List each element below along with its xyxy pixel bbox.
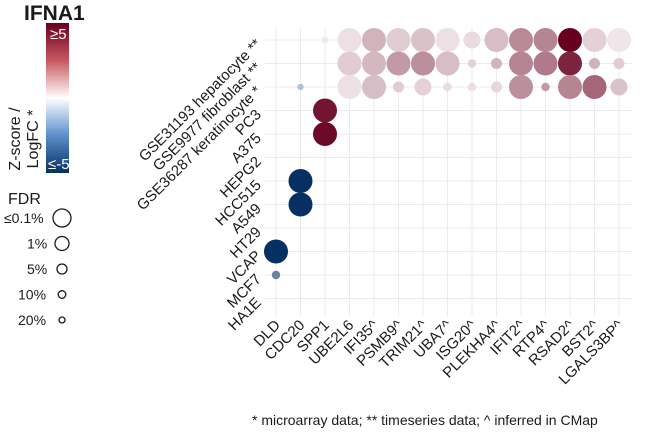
data-point (362, 51, 386, 76)
data-point (264, 239, 288, 264)
data-points (264, 28, 631, 280)
data-point (558, 75, 582, 99)
data-point (558, 28, 582, 52)
data-point (386, 28, 411, 52)
data-point (509, 28, 533, 52)
size-legend-label: 20% (18, 312, 46, 328)
data-point (463, 31, 481, 49)
data-point (414, 78, 432, 96)
size-legend-circle (57, 290, 67, 299)
size-legend-circle (52, 208, 72, 228)
size-legend-circle (54, 235, 70, 252)
data-point (393, 81, 404, 93)
data-point (607, 28, 631, 52)
data-point (313, 122, 337, 146)
data-point (491, 58, 502, 69)
data-point (509, 51, 533, 76)
chart-title: IFNA1 (24, 2, 85, 25)
size-legend-label: 10% (18, 287, 46, 303)
color-legend-bar (46, 23, 69, 173)
color-legend: Z-score / LogFC * ≥5 ≤-5 (7, 23, 70, 173)
data-point (582, 75, 607, 99)
data-point (321, 36, 329, 44)
color-legend-bottom-label: ≤-5 (48, 156, 70, 173)
data-point (313, 98, 337, 123)
data-point (362, 28, 386, 52)
size-legend-circle (56, 263, 68, 275)
data-point (411, 51, 435, 76)
color-legend-title-line2: LogFC * (25, 110, 42, 169)
size-legend-circle (58, 316, 66, 324)
size-legend-label: 5% (27, 261, 47, 277)
data-point (467, 59, 477, 68)
data-point (271, 270, 281, 280)
data-point (411, 28, 435, 52)
data-point (533, 51, 558, 76)
data-point (386, 51, 411, 76)
data-point (337, 75, 362, 99)
data-point (443, 82, 452, 92)
data-point (288, 192, 313, 217)
data-point (491, 81, 502, 93)
color-legend-title-line1: Z-score / (7, 107, 24, 171)
data-point (533, 28, 558, 52)
size-legend-label: ≤0.1% (4, 210, 44, 226)
data-point (337, 51, 362, 76)
footnote: * microarray data; ** timeseries data; ^… (252, 412, 598, 428)
data-point (541, 82, 550, 92)
data-point (484, 28, 509, 52)
size-legend: FDR ≤0.1% 1% 5% 10% 20% (4, 191, 72, 328)
size-legend-title: FDR (8, 191, 41, 208)
color-legend-top-label: ≥5 (50, 26, 67, 43)
data-point (610, 78, 628, 96)
data-point (613, 58, 625, 69)
size-legend-label: 1% (27, 236, 47, 252)
data-point (582, 28, 607, 52)
data-point (435, 51, 460, 76)
data-point (337, 28, 362, 52)
data-point (589, 58, 600, 69)
data-point (288, 169, 313, 193)
data-point (435, 28, 460, 52)
data-point (558, 51, 582, 76)
data-point (467, 82, 477, 92)
data-point (362, 75, 386, 99)
data-point (297, 83, 304, 91)
data-point (509, 75, 533, 99)
